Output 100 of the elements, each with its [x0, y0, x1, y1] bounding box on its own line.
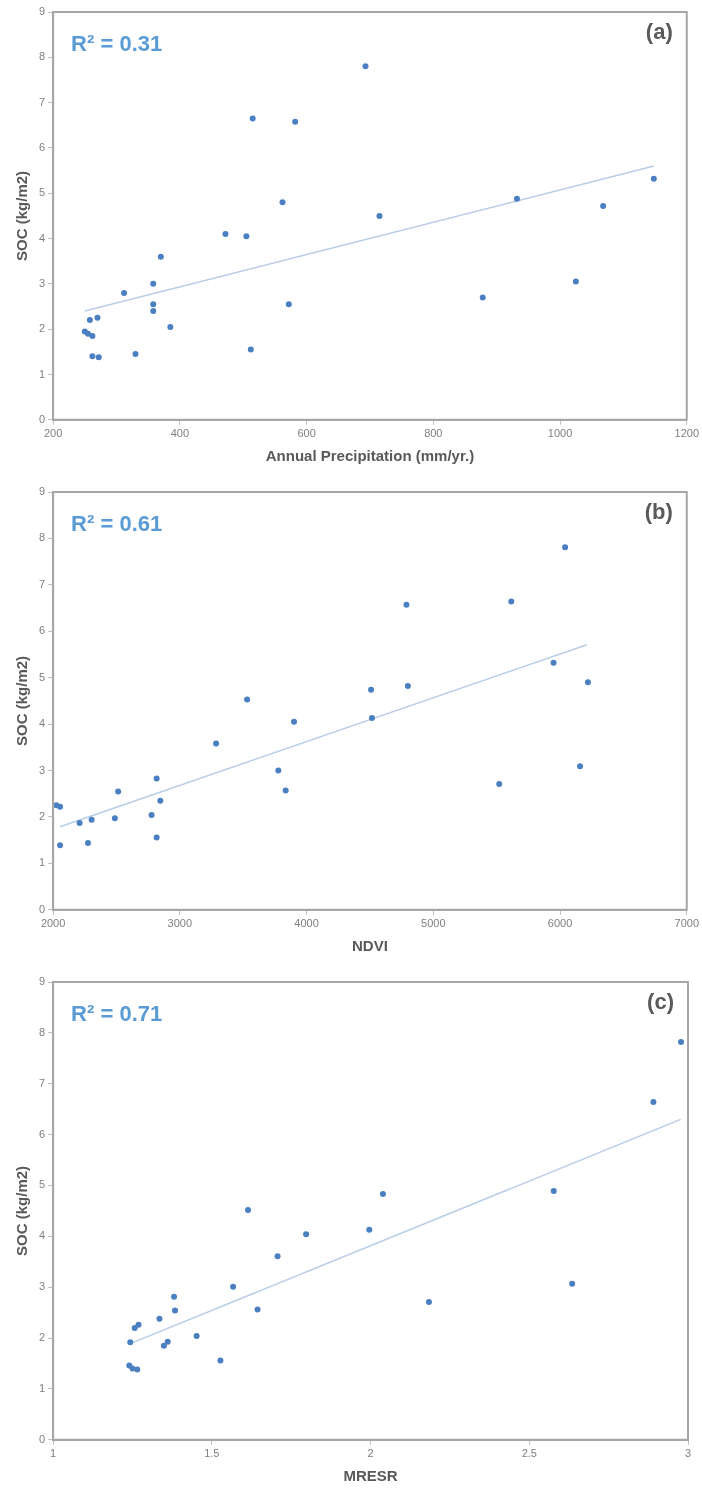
point [94, 314, 101, 321]
y-tick-label: 1 [38, 856, 46, 869]
x-tick-label: 1000 [547, 427, 573, 440]
point [362, 63, 369, 70]
y-tick-label: 6 [38, 624, 46, 637]
x-tick-label: 800 [424, 427, 443, 440]
point [245, 1206, 252, 1213]
point [153, 775, 160, 782]
x-tick-label: 400 [170, 427, 190, 440]
x-tick-label: 4000 [294, 917, 319, 930]
y-tick-label: 3 [38, 1280, 46, 1293]
point [275, 767, 282, 774]
y-tick-label: 7 [38, 95, 46, 108]
y-tick-label: 6 [38, 1127, 46, 1140]
y-tick-label: 0 [38, 902, 46, 915]
x-tick-label: 1.5 [204, 1447, 220, 1460]
y-tick-label: 1 [38, 1381, 46, 1394]
x-tick-label: 1200 [674, 427, 700, 440]
y-tick-label: 4 [38, 231, 46, 244]
point [150, 308, 157, 315]
y-tick-label: 9 [38, 5, 46, 18]
point [584, 679, 591, 686]
point [88, 816, 95, 823]
point [150, 280, 157, 287]
point [279, 199, 286, 206]
x-tick-label: 3 [684, 1447, 692, 1460]
y-tick-label: 8 [38, 1025, 46, 1038]
point [131, 1324, 138, 1331]
point [508, 598, 515, 605]
x-tick-label: 200 [43, 427, 63, 440]
point [213, 740, 220, 747]
point [153, 834, 160, 841]
point [76, 819, 83, 826]
y-axis-title: SOC (kg/m2) [13, 655, 31, 746]
y-tick-label: 3 [38, 763, 46, 776]
point [285, 301, 292, 308]
x-tick-label: 2 [367, 1447, 374, 1460]
point [167, 323, 174, 330]
y-tick-label: 4 [38, 717, 46, 730]
y-tick-label: 8 [38, 50, 46, 63]
point [577, 763, 584, 770]
point [292, 118, 299, 125]
x-tick-label: 7000 [674, 917, 700, 930]
point [148, 812, 155, 819]
point [127, 1339, 134, 1346]
y-tick-label: 7 [38, 577, 46, 590]
y-tick-label: 0 [38, 1432, 46, 1445]
y-tick-label: 5 [38, 670, 46, 683]
point [193, 1333, 200, 1340]
x-tick-label: 1 [50, 1447, 57, 1460]
point [368, 715, 375, 722]
point [244, 696, 251, 703]
point [57, 803, 64, 810]
point [89, 332, 96, 339]
point [600, 202, 607, 209]
point [376, 212, 383, 219]
annotation: (a) [645, 19, 673, 45]
point [569, 1280, 576, 1287]
x-axis-title: Annual Precipitation (mm/yr.) [265, 447, 475, 465]
y-axis-title: SOC (kg/m2) [13, 170, 31, 261]
point [404, 683, 411, 690]
point [479, 294, 486, 301]
x-tick-label: 2000 [40, 917, 66, 930]
point [134, 1366, 141, 1373]
point [379, 1191, 386, 1198]
y-axis-title: SOC (kg/m2) [13, 1165, 31, 1256]
point [562, 544, 569, 551]
point [650, 175, 657, 182]
point [230, 1283, 237, 1290]
point [95, 354, 102, 361]
x-tick-label: 600 [297, 427, 316, 440]
point [57, 842, 64, 849]
point [366, 1226, 373, 1233]
point [132, 351, 139, 358]
point [157, 797, 164, 804]
y-tick-label: 0 [38, 412, 46, 425]
x-axis-title: MRESR [343, 1467, 398, 1485]
point [86, 317, 93, 324]
point [550, 659, 557, 666]
point [135, 1321, 142, 1328]
point [513, 195, 520, 202]
y-tick-label: 2 [38, 809, 46, 822]
y-tick-label: 3 [38, 276, 46, 289]
x-tick-label: 6000 [547, 917, 573, 930]
point [243, 233, 250, 240]
y-tick-label: 2 [38, 322, 46, 335]
point [650, 1099, 657, 1106]
point [425, 1298, 432, 1305]
point [115, 788, 122, 795]
point [303, 1231, 310, 1238]
point [89, 353, 96, 360]
x-tick-label: 5000 [421, 917, 446, 930]
point [572, 278, 579, 285]
point [164, 1338, 171, 1345]
point [403, 601, 410, 608]
y-tick-label: 7 [38, 1076, 46, 1089]
x-axis-title: NDVI [352, 937, 388, 955]
y-tick-label: 5 [38, 186, 46, 199]
annotation: R² = 0.71 [71, 1001, 163, 1027]
y-tick-label: 9 [38, 975, 46, 988]
